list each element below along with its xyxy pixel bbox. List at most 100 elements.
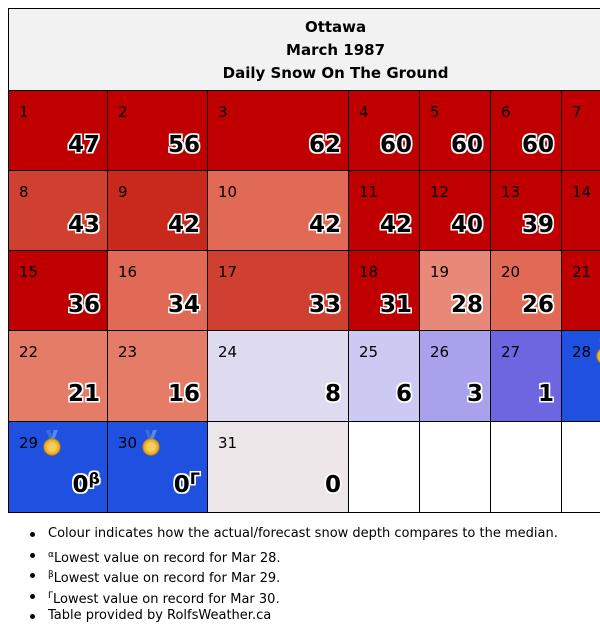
footnote-symbol: Γ — [48, 590, 54, 601]
snow-depth-number: 26 — [521, 292, 554, 318]
footnote-marker: Γ — [189, 469, 200, 488]
day-cell: 22 21 — [8, 330, 108, 422]
day-number: 19 — [430, 263, 450, 281]
day-number: 24 — [218, 343, 238, 361]
snow-depth-number: 28 — [450, 292, 483, 318]
empty-cell — [490, 421, 562, 513]
day-number: 4 — [359, 103, 369, 121]
calendar-body: 1472563624605606607518439421042114212401… — [8, 90, 600, 513]
snow-depth-number: 47 — [67, 132, 100, 158]
week-row: 29 0β 30 0Γ 31 0 — [8, 421, 600, 513]
footnote-item: Table provided by RolfsWeather.ca — [26, 606, 558, 627]
snow-depth-number: 60 — [521, 132, 554, 158]
day-cell: 19 28 — [419, 250, 491, 331]
day-number: 6 — [501, 103, 511, 121]
snow-depth-value: 3 — [467, 381, 483, 407]
footnotes: Colour indicates how the actual/forecast… — [26, 524, 558, 627]
day-number: 2 — [118, 103, 128, 121]
snow-depth-value: 60 — [522, 132, 554, 158]
day-number: 21 — [572, 263, 592, 281]
day-cell: 12 40 — [419, 170, 491, 251]
snow-depth-value: 21 — [68, 381, 100, 407]
snow-depth-number: 21 — [67, 381, 100, 407]
week-row: 22 21 23 16 24 8 25 6 26 3 27 128Tα — [8, 330, 600, 422]
day-cell: 751 — [560, 90, 600, 171]
footnote-text: Lowest value on record for Mar 28. — [53, 550, 281, 566]
day-cell: 28Tα — [560, 330, 600, 422]
footnote-item: ΓLowest value on record for Mar 30. — [26, 586, 558, 607]
snow-depth-number: 39 — [521, 212, 554, 238]
snow-depth-value: 26 — [522, 292, 554, 318]
snow-depth-value: 0β — [73, 469, 100, 498]
day-cell: 30 0Γ — [107, 421, 208, 513]
snow-depth-value: 47 — [68, 132, 100, 158]
day-number: 7 — [572, 103, 582, 121]
week-row: 1536163417331831192820262124 — [8, 250, 600, 331]
day-number: 12 — [430, 183, 450, 201]
day-cell: 5 60 — [419, 90, 491, 171]
snow-depth-number: 0 — [324, 472, 341, 498]
snow-depth-number: 42 — [167, 212, 200, 238]
day-cell: 9 42 — [107, 170, 208, 251]
day-number: 25 — [359, 343, 379, 361]
day-number: 13 — [501, 183, 521, 201]
day-cell: 31 0 — [207, 421, 349, 513]
day-cell: 29 0β — [8, 421, 108, 513]
day-cell: 16 34 — [107, 250, 208, 331]
day-cell: 11 42 — [348, 170, 420, 251]
snow-depth-value: 62 — [309, 132, 341, 158]
snow-depth-value: 42 — [380, 212, 412, 238]
snow-depth-number: 36 — [67, 292, 100, 318]
snow-depth-value: 36 — [68, 292, 100, 318]
day-number: 27 — [501, 343, 521, 361]
snow-depth-value: 34 — [168, 292, 200, 318]
day-cell: 27 1 — [490, 330, 562, 422]
snow-depth-number: 6 — [395, 381, 412, 407]
snow-depth-number: 8 — [324, 381, 341, 407]
snow-depth-number: 33 — [308, 292, 341, 318]
snow-depth-value: 8 — [325, 381, 341, 407]
table-title: Daily Snow On The Ground — [222, 64, 449, 82]
snow-depth-value: 16 — [168, 381, 200, 407]
snow-depth-number: 1 — [537, 381, 554, 407]
snow-depth-value: 39 — [522, 212, 554, 238]
day-number: 29 — [19, 434, 39, 452]
snow-depth-number: 31 — [379, 292, 412, 318]
snow-depth-value: 56 — [168, 132, 200, 158]
day-cell: 10 42 — [207, 170, 349, 251]
footnote-symbol: β — [48, 570, 54, 580]
week-row: 84394210421142124013391438 — [8, 170, 600, 251]
snow-depth-number: 42 — [379, 212, 412, 238]
medal-icon — [140, 430, 162, 456]
day-cell: 4 60 — [348, 90, 420, 171]
snow-depth-number: 0 — [173, 472, 190, 498]
snow-depth-value: 6 — [396, 381, 412, 407]
snow-depth-value: 0Γ — [174, 469, 200, 498]
day-cell: 20 26 — [490, 250, 562, 331]
day-number: 18 — [359, 263, 379, 281]
day-number: 16 — [118, 263, 138, 281]
calendar-header: Ottawa March 1987 Daily Snow On The Grou… — [7, 8, 600, 91]
day-number: 11 — [359, 183, 379, 201]
day-number: 9 — [118, 183, 128, 201]
snow-depth-value: 28 — [451, 292, 483, 318]
day-cell: 24 8 — [207, 330, 349, 422]
day-number: 8 — [19, 183, 29, 201]
snow-depth-value: 60 — [451, 132, 483, 158]
day-number: 30 — [118, 434, 138, 452]
snow-depth-number: 0 — [72, 472, 89, 498]
medal-icon — [41, 430, 63, 456]
day-number: 22 — [19, 343, 39, 361]
day-cell: 3 62 — [207, 90, 349, 171]
snow-depth-value: 42 — [168, 212, 200, 238]
snow-depth-value: 31 — [380, 292, 412, 318]
footnote-item: αLowest value on record for Mar 28. — [26, 545, 558, 566]
day-number: 1 — [19, 103, 29, 121]
day-number: 14 — [572, 183, 592, 201]
city-title: Ottawa — [304, 18, 367, 36]
footnote-marker: β — [88, 469, 100, 488]
day-cell: 1438 — [560, 170, 600, 251]
day-cell: 15 36 — [8, 250, 108, 331]
snow-depth-number: 3 — [466, 381, 483, 407]
day-cell: 18 31 — [348, 250, 420, 331]
